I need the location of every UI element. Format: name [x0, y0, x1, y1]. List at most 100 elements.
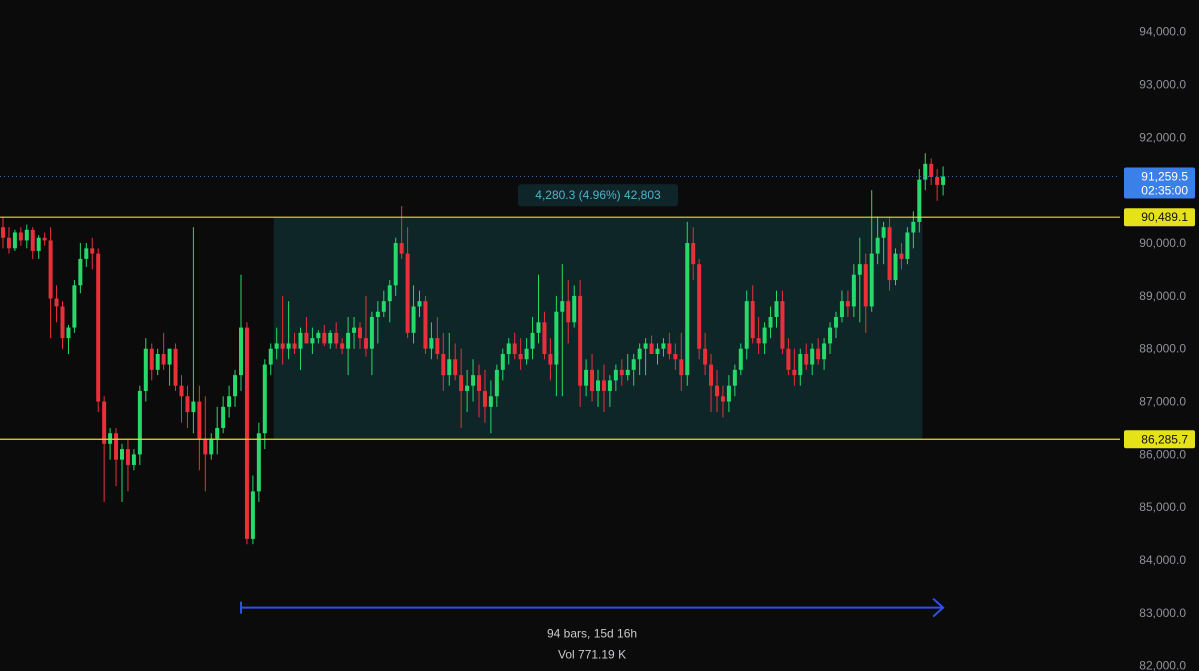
candle-body — [274, 343, 279, 349]
candle — [780, 290, 785, 354]
candle-body — [839, 301, 844, 318]
candle-body — [863, 264, 868, 307]
y-tick-label: 82,000.0 — [1139, 659, 1186, 671]
candle — [673, 343, 678, 370]
candle — [619, 359, 624, 386]
candle — [6, 227, 11, 254]
candle — [798, 348, 803, 386]
candle — [369, 311, 374, 376]
candle — [54, 285, 59, 323]
candle-body — [12, 232, 17, 249]
candle — [596, 369, 600, 407]
candle-body — [524, 348, 529, 360]
candle-body — [518, 353, 523, 360]
horizontal-levels — [0, 175, 1120, 440]
range-label: 4,280.3 (4.96%) 42,803 — [518, 184, 678, 207]
candle — [66, 324, 71, 354]
candle-body — [161, 353, 166, 365]
candle — [197, 385, 202, 471]
candle — [774, 290, 779, 328]
candle — [114, 427, 119, 487]
candle-body — [834, 317, 838, 328]
candle — [941, 166, 946, 196]
candle-body — [352, 327, 357, 333]
candle — [512, 332, 517, 360]
candle-body — [120, 449, 124, 460]
candle — [613, 364, 618, 391]
candle — [881, 221, 886, 265]
candle-body — [911, 221, 916, 233]
candle-body — [625, 369, 630, 376]
candle — [304, 317, 309, 344]
candle-body — [411, 306, 416, 333]
range-label-text: 4,280.3 (4.96%) 42,803 — [535, 188, 661, 202]
candle — [477, 364, 481, 418]
candle-body — [465, 385, 470, 391]
candle-body — [286, 343, 291, 349]
candle-body — [566, 301, 571, 323]
candle — [465, 369, 470, 413]
candle — [30, 227, 35, 259]
candle — [203, 396, 208, 492]
candle — [899, 243, 904, 270]
candle-body — [703, 348, 708, 365]
candle-body — [601, 380, 606, 391]
candle-body — [917, 179, 922, 222]
candle — [375, 301, 380, 344]
y-tick-label: 89,000.0 — [1139, 289, 1186, 303]
candle — [715, 369, 719, 413]
candle — [167, 348, 172, 386]
candle — [590, 353, 595, 402]
candle-body — [167, 348, 172, 365]
candle — [292, 332, 297, 354]
candle-body — [643, 343, 648, 349]
candle — [655, 343, 660, 365]
candle — [131, 449, 136, 471]
candle-body — [649, 343, 654, 354]
candle — [625, 353, 630, 381]
candle — [917, 169, 922, 233]
candle-body — [709, 364, 714, 386]
candle — [405, 227, 410, 339]
candle — [137, 385, 142, 465]
candle-body — [941, 176, 946, 185]
candle — [929, 158, 934, 185]
candle-body — [268, 348, 273, 365]
candle — [393, 237, 398, 296]
candle-body — [750, 301, 755, 339]
candle-body — [108, 433, 113, 444]
candle — [161, 332, 166, 370]
candle-body — [607, 380, 612, 391]
candle — [447, 332, 452, 386]
y-tick-label: 83,000.0 — [1139, 606, 1186, 620]
candle-body — [631, 359, 636, 370]
candle-body — [155, 353, 160, 370]
candle-body — [114, 433, 119, 460]
candle-body — [197, 401, 202, 439]
candle-body — [560, 301, 565, 312]
candle-body — [637, 348, 642, 360]
measure-bars-text: 94 bars, 15d 16h — [547, 627, 637, 641]
candle — [78, 243, 83, 294]
candle-body — [828, 327, 833, 344]
candle — [834, 311, 838, 339]
candle-body — [310, 338, 315, 344]
candle — [637, 343, 642, 376]
candle-body — [48, 240, 53, 299]
candle — [399, 206, 404, 259]
candle — [149, 343, 154, 381]
candle — [24, 224, 29, 249]
candle — [482, 369, 487, 423]
candle — [786, 338, 791, 376]
candle-body — [149, 348, 154, 370]
candle — [143, 338, 148, 402]
y-tick-label: 94,000.0 — [1139, 25, 1186, 39]
y-tick-label: 87,000.0 — [1139, 395, 1186, 409]
candle — [387, 280, 392, 323]
candle-body — [548, 353, 553, 365]
candle-body — [316, 332, 321, 339]
candle — [863, 253, 868, 333]
bar-measure[interactable]: 94 bars, 15d 16h Vol 771.19 K — [240, 597, 945, 662]
candle-body — [423, 301, 428, 349]
